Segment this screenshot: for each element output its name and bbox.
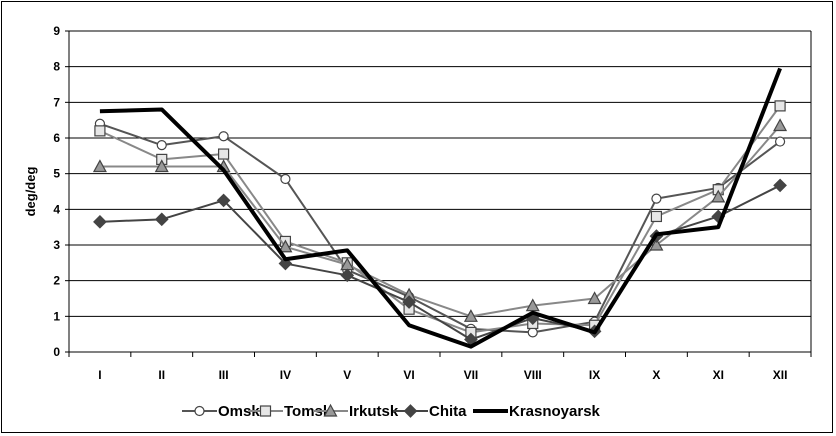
series-line-omsk (99, 122, 781, 334)
y-tick-label: 4 (53, 202, 60, 216)
data-point-chita (402, 295, 416, 309)
x-tick-label: V (343, 368, 351, 382)
x-tick-label: XI (713, 368, 724, 382)
y-axis-ticks: 0 1 2 3 4 5 6 7 8 9 (53, 24, 69, 359)
y-tick-label: 9 (53, 24, 60, 38)
y-tick-label: 1 (53, 309, 60, 323)
x-axis-ticks: I II III IV V VI VII VIII IX X XI XII (68, 352, 812, 382)
legend-label-irkutsk: Irkutsk (349, 403, 399, 420)
legend: Omsk Tomsk Irkutsk Chita Krasnoyarsk (182, 403, 601, 420)
series-krasnoyarsk (99, 67, 782, 349)
data-point-omsk (218, 131, 229, 142)
series-line-irkutsk (99, 124, 781, 318)
x-tick-label: VI (403, 368, 414, 382)
data-point-irkutsk (278, 239, 293, 253)
data-point-tomsk (774, 100, 786, 112)
data-point-omsk (527, 327, 538, 338)
series-irkutsk (92, 118, 788, 322)
data-point-chita (93, 214, 107, 229)
data-point-omsk (156, 140, 167, 151)
y-axis-label: deg/deg (23, 167, 38, 217)
y-tick-label: 0 (53, 345, 60, 359)
data-point-omsk (651, 193, 662, 204)
legend-label-tomsk: Tomsk (284, 403, 332, 420)
data-point-irkutsk (773, 118, 788, 132)
data-point-tomsk (94, 125, 106, 137)
data-point-omsk (774, 136, 786, 147)
data-point-irkutsk (154, 159, 169, 173)
data-point-chita (216, 193, 231, 208)
legend-marker-irkutsk (323, 403, 338, 417)
y-tick-label: 3 (53, 238, 60, 252)
data-point-tomsk (217, 148, 230, 160)
data-point-omsk (280, 173, 291, 185)
legend-item-chita: Chita (393, 403, 467, 420)
series-line-krasnoyarsk (99, 67, 782, 349)
y-tick-label: 8 (53, 60, 60, 74)
x-tick-label: IX (589, 368, 600, 382)
legend-item-irkutsk: Irkutsk (313, 403, 399, 420)
legend-label-chita: Chita (429, 403, 467, 420)
y-tick-label: 5 (53, 167, 60, 181)
data-point-chita (154, 212, 169, 227)
x-tick-label: XII (773, 368, 788, 382)
y-tick-label: 6 (53, 131, 60, 145)
data-point-chita (773, 178, 787, 193)
data-point-irkutsk (587, 291, 602, 305)
data-point-irkutsk (92, 159, 107, 173)
legend-item-tomsk: Tomsk (248, 403, 332, 420)
x-tick-label: IV (280, 368, 291, 382)
legend-label-krasnoyarsk: Krasnoyarsk (509, 403, 601, 420)
data-point-irkutsk (649, 237, 664, 251)
plot-area (69, 31, 811, 352)
data-point-chita (340, 268, 355, 283)
x-tick-label: VII (464, 368, 479, 382)
legend-marker-chita (403, 404, 418, 418)
data-point-tomsk (650, 210, 663, 223)
legend-item-omsk: Omsk (182, 403, 260, 420)
data-point-irkutsk (463, 309, 478, 322)
data-point-irkutsk (711, 189, 726, 203)
legend-marker-omsk (194, 405, 205, 417)
x-tick-label: I (98, 368, 101, 382)
x-tick-label: II (158, 368, 165, 382)
x-tick-label: X (652, 368, 660, 382)
x-tick-label: III (219, 368, 229, 382)
y-tick-label: 7 (53, 95, 60, 109)
data-point-irkutsk (525, 298, 540, 312)
legend-item-krasnoyarsk: Krasnoyarsk (473, 403, 601, 420)
x-tick-label: VIII (524, 368, 542, 382)
y-tick-label: 2 (53, 274, 60, 288)
legend-label-omsk: Omsk (218, 403, 260, 420)
series-group (92, 67, 788, 349)
legend-marker-tomsk (259, 405, 272, 417)
